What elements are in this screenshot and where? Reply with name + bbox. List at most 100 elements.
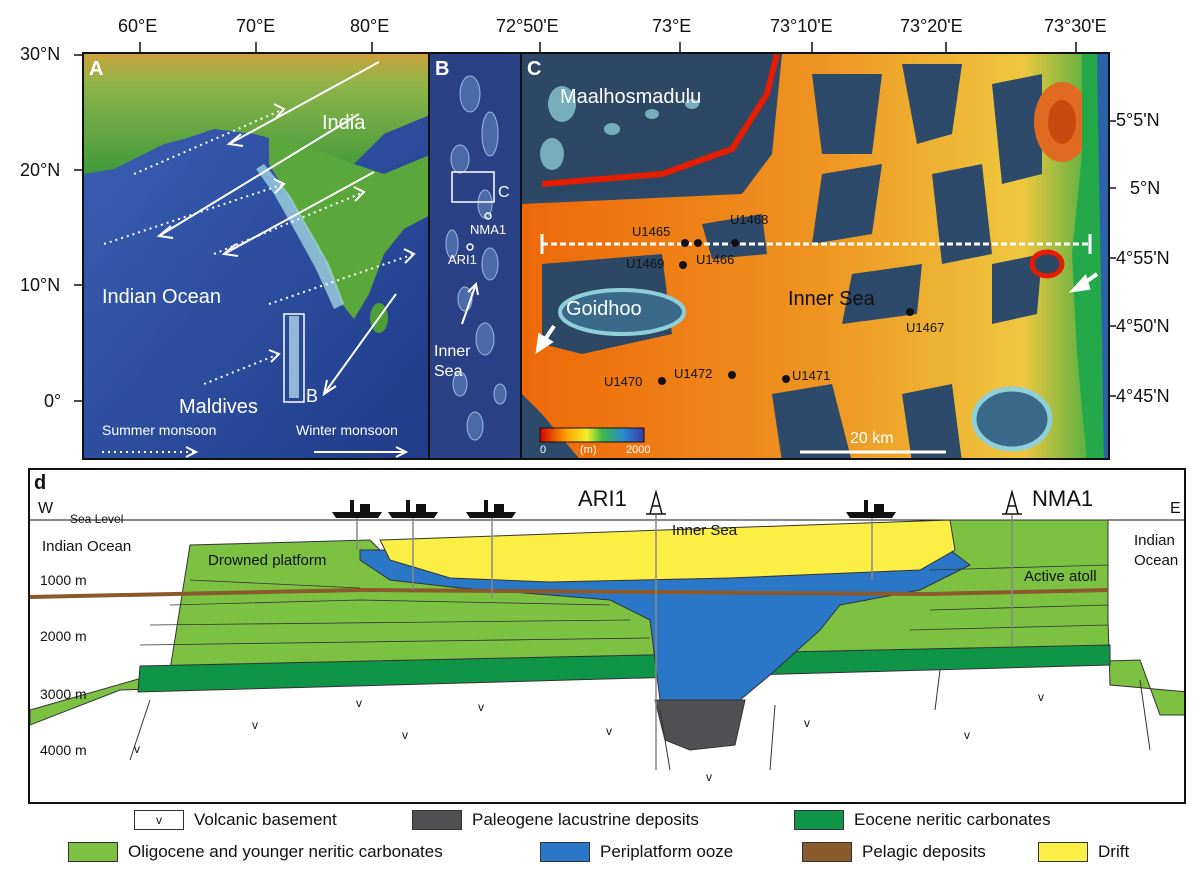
depth-4000: 4000 m	[40, 742, 87, 758]
panel-a-map: A India Indian Ocean Maldives B Summer m…	[82, 52, 430, 460]
scale-bar-label: 20 km	[850, 430, 894, 447]
colorbar-unit: (m)	[580, 444, 597, 456]
site-marker-u1467	[906, 308, 914, 316]
site-marker-u1468	[731, 239, 739, 247]
panel-b-atolls	[430, 54, 520, 458]
label-india: India	[322, 112, 366, 134]
site-label-u1465: U1465	[632, 224, 671, 239]
lat-label-445n: 4°45'N	[1116, 386, 1170, 406]
legend-label: Periplatform ooze	[600, 842, 734, 861]
legend-swatch-volcanic: v	[134, 810, 184, 830]
legend-swatch-periplatform	[540, 842, 590, 862]
legend-label: Volcanic basement	[194, 810, 337, 829]
volcanic-mark: v	[402, 728, 408, 742]
legend-label: Pelagic deposits	[862, 842, 986, 861]
legend-eocene: Eocene neritic carbonates	[794, 810, 1051, 830]
label-maldives: Maldives	[179, 396, 258, 418]
panel-b-map: B C NMA1 ARI1 Inner Sea	[428, 52, 522, 460]
lat-label-5n: 5°N	[1130, 178, 1161, 198]
cross-section-drawing	[30, 489, 1184, 771]
volcanic-mark: v	[252, 718, 258, 732]
site-marker-u1470	[658, 377, 666, 385]
label-indian-ocean-right-2: Ocean	[1134, 552, 1179, 569]
site-label-u1467: U1467	[906, 320, 945, 335]
panel-c-bathymetry	[522, 54, 1108, 458]
volcanic-mark: v	[706, 770, 712, 784]
label-nma1-section: NMA1	[1032, 486, 1094, 511]
lat-label-455n: 4°55'N	[1116, 248, 1170, 268]
colorbar-max: 2000	[626, 444, 651, 456]
label-nma1-b: NMA1	[470, 222, 507, 237]
volcanic-mark: v	[804, 716, 810, 730]
lon-label-7330e: 73°30'E	[1044, 16, 1107, 36]
panel-c-label: C	[527, 58, 542, 80]
lon-label-70e: 70°E	[236, 16, 276, 36]
legend-periplatform: Periplatform ooze	[540, 842, 733, 862]
lat-label-55n: 5°5'N	[1116, 110, 1160, 130]
label-maalhosmadulu: Maalhosmadulu	[560, 86, 702, 108]
label-box-c: C	[498, 184, 510, 201]
lat-label-0: 0°	[44, 391, 62, 411]
colorbar-min: 0	[540, 444, 547, 456]
label-ari1-section: ARI1	[578, 486, 627, 511]
label-drowned-platform: Drowned platform	[208, 552, 327, 569]
legend-swatch-drift	[1038, 842, 1088, 862]
lon-label-80e: 80°E	[350, 16, 390, 36]
axis-ticks	[74, 42, 1116, 402]
site-label-u1470: U1470	[604, 374, 643, 389]
panel-a-label: A	[89, 58, 104, 80]
label-east: E	[1170, 500, 1181, 517]
label-ari1-b: ARI1	[448, 252, 477, 267]
volcanic-mark: v	[134, 742, 140, 756]
lat-label-10n: 10°N	[20, 275, 61, 295]
lon-label-7320e: 73°20'E	[900, 16, 963, 36]
depth-1000: 1000 m	[40, 572, 87, 588]
site-label-u1471: U1471	[792, 368, 831, 383]
volcanic-mark: v	[478, 700, 484, 714]
site-label-u1472: U1472	[674, 366, 713, 381]
lat-label-20n: 20°N	[20, 160, 61, 180]
legend-paleogene: Paleogene lacustrine deposits	[412, 810, 699, 830]
legend-swatch-paleogene	[412, 810, 462, 830]
label-winter-monsoon: Winter monsoon	[296, 422, 398, 438]
legend-swatch-pelagic	[802, 842, 852, 862]
legend-label: Drift	[1098, 842, 1130, 861]
site-label-u1468: U1468	[730, 212, 769, 227]
legend-swatch-eocene	[794, 810, 844, 830]
site-label-u1469: U1469	[626, 256, 665, 271]
depth-3000: 3000 m	[40, 686, 87, 702]
panel-d-label: d	[34, 472, 47, 494]
label-sea-level: Sea Level	[70, 512, 124, 526]
label-inner-sea-b: Inner Sea	[434, 343, 471, 380]
legend-label: Eocene neritic carbonates	[854, 810, 1051, 829]
lon-label-60e: 60°E	[118, 16, 158, 36]
lon-label-7310e: 73°10'E	[770, 16, 833, 36]
lat-label-30n: 30°N	[20, 44, 61, 64]
legend-label: Paleogene lacustrine deposits	[472, 810, 699, 829]
volcanic-mark: v	[964, 728, 970, 742]
volcanic-mark: v	[1038, 690, 1044, 704]
label-indian-ocean-right-1: Indian	[1134, 532, 1175, 549]
lat-label-450n: 4°50'N	[1116, 316, 1170, 336]
depth-2000: 2000 m	[40, 628, 87, 644]
site-marker-u1472	[728, 371, 736, 379]
label-indian-ocean-left: Indian Ocean	[42, 538, 132, 555]
site-marker-u1471	[782, 375, 790, 383]
legend-pelagic: Pelagic deposits	[802, 842, 986, 862]
panel-d-cross-section: d W E Sea Level Indian Ocean Indian Ocea…	[28, 468, 1186, 804]
label-inner-sea-c: Inner Sea	[788, 288, 875, 310]
volcanic-mark: v	[606, 724, 612, 738]
label-box-b: B	[306, 386, 319, 406]
label-summer-monsoon: Summer monsoon	[102, 422, 217, 438]
site-marker-u1466	[694, 239, 702, 247]
label-west: W	[38, 500, 54, 517]
site-marker-u1465	[681, 239, 689, 247]
label-goidhoo: Goidhoo	[566, 298, 642, 320]
panel-c-map: C Maalhosmadulu Goidhoo Inner Sea U1465 …	[520, 52, 1110, 460]
legend-swatch-oligocene	[68, 842, 118, 862]
panel-b-label: B	[435, 58, 450, 80]
label-active-atoll: Active atoll	[1024, 568, 1097, 585]
legend-drift: Drift	[1038, 842, 1129, 862]
site-marker-u1469	[679, 261, 687, 269]
lon-label-73e: 73°E	[652, 16, 692, 36]
